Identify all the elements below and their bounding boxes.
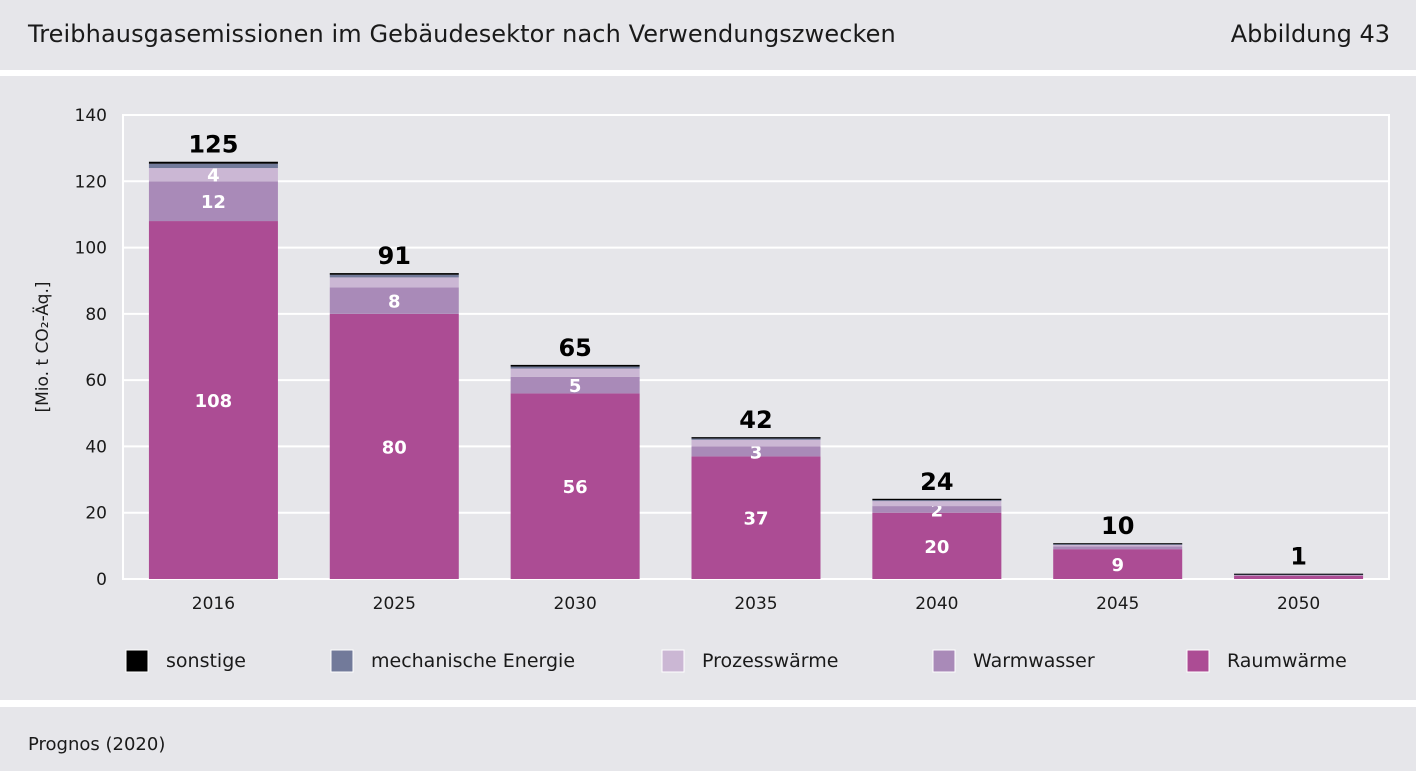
segment-value-label: 20: [924, 537, 949, 558]
bar-segment: [1053, 543, 1183, 545]
legend-swatch: [932, 649, 956, 673]
legend-label: mechanische Energie: [371, 650, 575, 672]
bar-segment: [1234, 575, 1364, 579]
bar-segment: [691, 456, 821, 579]
segment-value-label: 80: [382, 437, 407, 458]
x-tick-label: 2040: [915, 594, 958, 614]
bar-segment: [148, 221, 278, 580]
bar-total-label: 42: [739, 406, 772, 434]
bar-segment: [510, 366, 640, 369]
x-tick-label: 2030: [554, 594, 597, 614]
figure-label: Abbildung 43: [1230, 20, 1390, 48]
legend-item: mechanische Energie: [330, 649, 575, 673]
legend-item: Warmwasser: [932, 649, 1095, 673]
segment-value-label: 12: [201, 192, 226, 213]
y-tick-label: 20: [85, 504, 107, 524]
y-tick-label: 40: [85, 437, 107, 457]
chart-panel: 0 20 40 60 80 100 120 140 [Mio. t CO₂-Äq.] 108 12 4…: [0, 76, 1416, 700]
y-tick-label: 0: [96, 570, 107, 590]
segment-value-label: 9: [1111, 555, 1124, 576]
bar-segment: [329, 313, 459, 579]
y-tick-label: 100: [75, 239, 107, 259]
bar-total-label: 1: [1290, 543, 1307, 571]
legend-label: Raumwärme: [1227, 650, 1347, 672]
y-tick-label: 140: [75, 106, 107, 126]
bar-segment: [1053, 544, 1183, 547]
segment-value-label: 3: [750, 442, 763, 463]
bar-segment: [1234, 573, 1364, 575]
bar-segment: [872, 506, 1002, 513]
segment-value-label: 5: [569, 376, 582, 397]
bar-total-label: 125: [188, 131, 238, 159]
bar-segment: [329, 273, 459, 275]
segment-value-label: 4: [207, 166, 220, 187]
bar-segment: [148, 168, 278, 182]
bar-segment: [510, 393, 640, 579]
bar-segment: [691, 437, 821, 439]
legend-swatch: [330, 649, 354, 673]
bar-segment: [872, 500, 1002, 502]
x-tick-label: 2016: [192, 594, 235, 614]
bar-total-label: 24: [920, 468, 953, 496]
bar-segment: [148, 181, 278, 222]
x-tick-label: 2050: [1277, 594, 1320, 614]
footer-bar: Prognos (2020): [0, 707, 1416, 771]
legend-swatch: [661, 649, 685, 673]
bar-segment: [1053, 546, 1183, 550]
bar-total-label: 10: [1101, 512, 1134, 540]
bar-segment: [872, 512, 1002, 579]
bar-total-label: 65: [558, 334, 591, 362]
bar-segment: [329, 287, 459, 314]
bar-segment: [872, 501, 1002, 507]
bar-segment: [691, 439, 821, 447]
legend-label: sonstige: [166, 650, 246, 672]
legend-label: Warmwasser: [973, 650, 1095, 672]
bar-segment: [510, 364, 640, 367]
legend-item: Raumwärme: [1186, 649, 1347, 673]
legend-label: Prozesswärme: [702, 650, 838, 672]
source-note: Prognos (2020): [28, 734, 166, 755]
segment-value-label: 108: [195, 391, 233, 412]
x-tick-label: 2045: [1096, 594, 1139, 614]
chart-title: Treibhausgasemissionen im Gebäudesektor …: [28, 20, 896, 48]
y-tick-label: 60: [85, 371, 107, 391]
bar-segment: [510, 376, 640, 394]
x-tick-label: 2025: [373, 594, 416, 614]
y-tick-label: 80: [85, 305, 107, 325]
y-axis-label: [Mio. t CO₂-Äq.]: [32, 282, 53, 413]
segment-value-label: 8: [388, 292, 401, 313]
bar-segment: [148, 163, 278, 169]
bar-segment: [510, 368, 640, 377]
legend-item: sonstige: [125, 649, 246, 673]
legend-swatch: [125, 649, 149, 673]
bar-segment: [1053, 543, 1183, 545]
bar-segment: [691, 438, 821, 440]
legend-swatch: [1186, 649, 1210, 673]
bar-total-label: 91: [378, 242, 411, 270]
bar-segment: [329, 274, 459, 278]
segment-value-label: 56: [563, 477, 588, 498]
bar-segment: [1053, 549, 1183, 579]
x-tick-label: 2035: [734, 594, 777, 614]
legend-item: Prozesswärme: [661, 649, 838, 673]
header-bar: Treibhausgasemissionen im Gebäudesektor …: [0, 0, 1416, 70]
bar-segment: [872, 498, 1002, 501]
bar-segment: [329, 277, 459, 288]
segment-value-label: 37: [743, 509, 768, 530]
bar-segment: [148, 161, 278, 164]
y-tick-label: 120: [75, 172, 107, 192]
bar-segment: [691, 446, 821, 457]
